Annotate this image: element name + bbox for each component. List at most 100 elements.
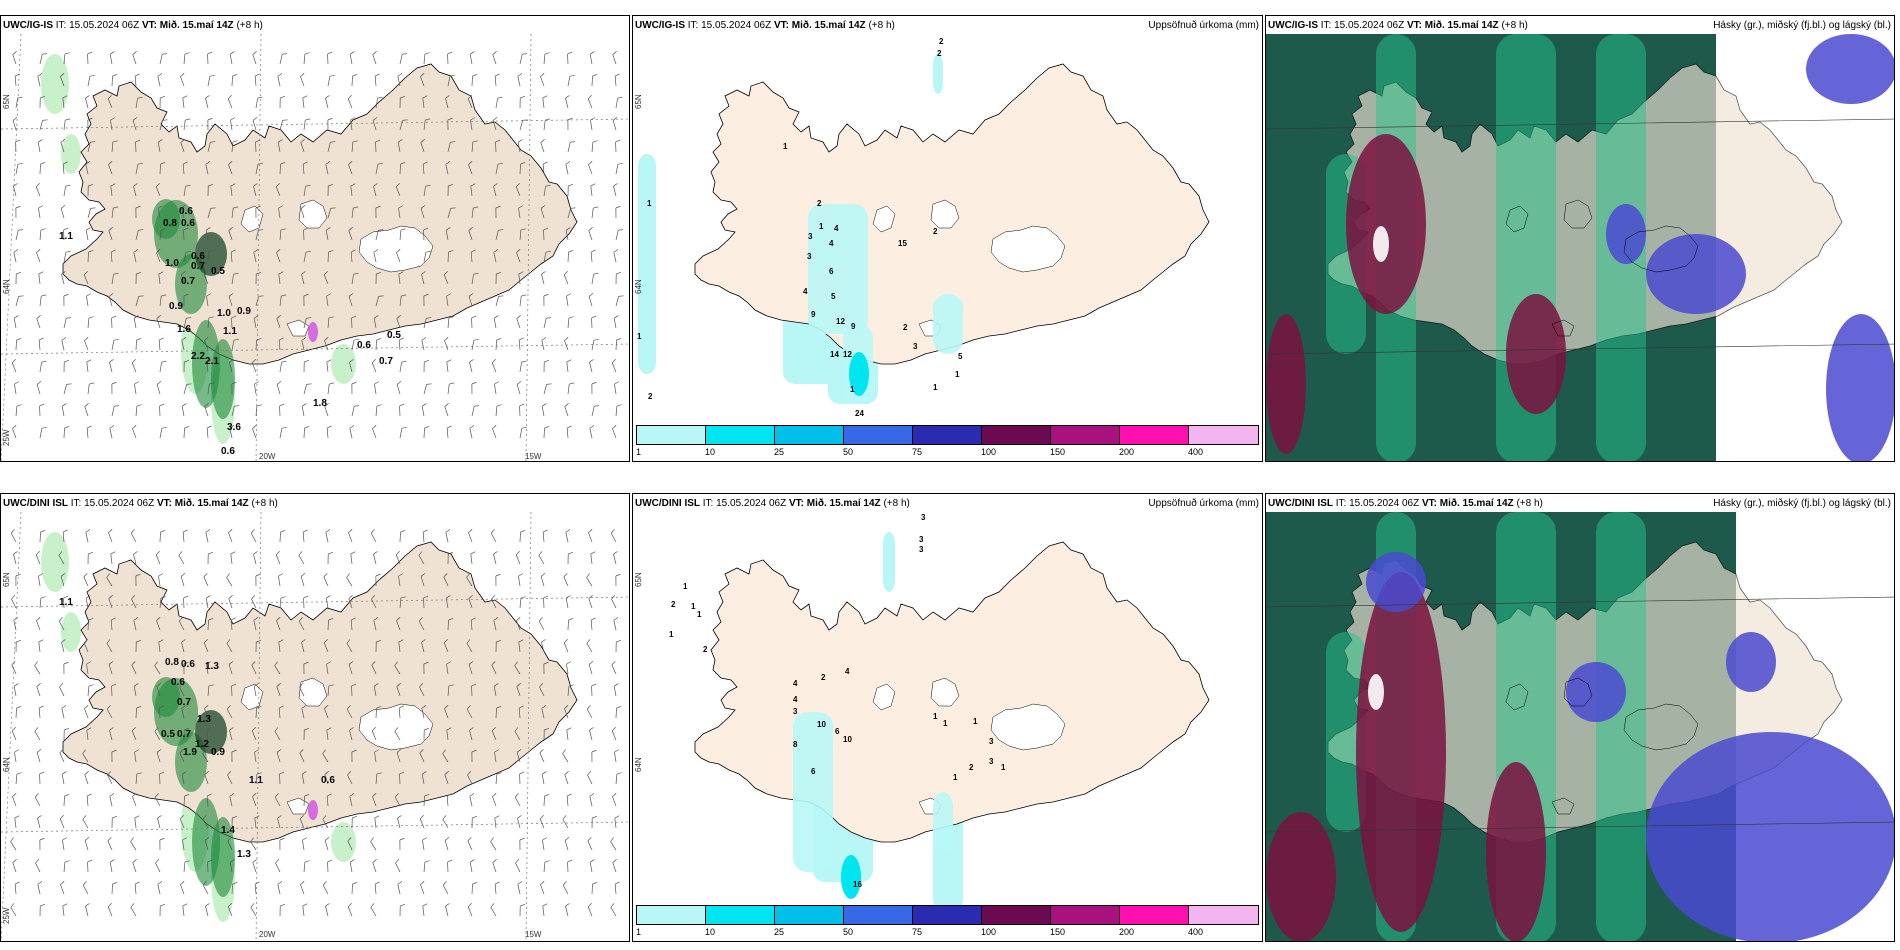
wind-barb-flag (202, 815, 207, 820)
wind-barb-flag (567, 425, 572, 429)
wind-barb-flag (468, 529, 473, 533)
precip-value-label: 1 (850, 385, 855, 394)
wind-barb (418, 555, 425, 565)
wind-barb (87, 384, 90, 395)
wind-barb-flag (133, 683, 139, 687)
wind-barb (398, 340, 401, 351)
wind-barb-flag (543, 595, 549, 599)
wind-barb (159, 531, 161, 543)
wind-barb (394, 797, 401, 807)
wind-barb-flag (447, 117, 453, 121)
wind-barb (204, 840, 209, 851)
panel-title: UWC/IG-IS IT: 15.05.2024 06Z VT: Mið. 15… (3, 20, 263, 31)
wind-barb (207, 619, 209, 631)
wind-barb-flag (162, 53, 168, 55)
wind-barb (587, 98, 593, 109)
heavy-precip-core (211, 817, 235, 897)
wind-value-label: 1.4 (221, 825, 235, 836)
wind-barb (299, 752, 305, 763)
precip-value-label: 2 (903, 323, 908, 332)
wind-barb (347, 906, 353, 917)
wind-barb-flag (443, 573, 448, 578)
wind-barb-flag (396, 617, 401, 621)
wind-barb-flag (84, 705, 89, 709)
wind-barb (446, 362, 449, 373)
wind-barb-flag (14, 381, 19, 385)
wind-barb-flag (419, 683, 424, 688)
wind-barb (444, 840, 449, 851)
wind-barb-flag (88, 551, 94, 555)
wind-barb (276, 620, 281, 631)
cloud-map (1266, 34, 1894, 461)
wind-barb-flag (86, 727, 92, 731)
heavy-precip-core (211, 339, 235, 419)
wind-barb (135, 98, 138, 109)
wind-barb (514, 665, 521, 675)
wind-barb-flag (563, 573, 568, 578)
wind-barb-flag (65, 184, 71, 187)
wind-barb (543, 186, 546, 197)
wind-barb-flag (306, 383, 312, 385)
precip-value-label: 6 (811, 767, 816, 776)
wind-barb-flag (107, 95, 112, 100)
graticule-line (1, 596, 629, 608)
wind-barb-flag (301, 337, 307, 341)
colorbar-swatch (706, 906, 775, 924)
wind-barb (135, 707, 137, 719)
wind-barb (252, 428, 257, 439)
wind-barb (303, 384, 307, 395)
wind-barb-flag (60, 139, 65, 143)
wind-value-label: 1.1 (223, 326, 237, 337)
colorbar-tick-label: 10 (705, 447, 716, 457)
wind-barb-flag (229, 859, 235, 863)
wind-barb (591, 142, 594, 153)
wind-barb (469, 730, 473, 741)
wind-barb (326, 730, 329, 741)
wind-barb-flag (254, 381, 259, 385)
wind-barb (275, 862, 281, 873)
wind-barb (351, 406, 355, 417)
wind-barb (613, 186, 617, 197)
precip-value-label: 6 (835, 727, 840, 736)
wind-barb (85, 164, 89, 175)
wind-barb-flag (250, 837, 254, 842)
wind-barb-flag (226, 573, 230, 578)
wind-barb (202, 885, 209, 895)
graticule-line (1266, 596, 1894, 608)
wind-barb-flag (446, 661, 451, 665)
wind-barb (348, 532, 353, 543)
wind-barb-flag (255, 205, 261, 209)
wind-barb-flag (229, 793, 235, 797)
wind-barb (564, 840, 569, 851)
wind-barb (517, 884, 521, 895)
wind-barb (85, 598, 89, 609)
wind-barb (326, 362, 329, 373)
axis-label: 20W (259, 930, 276, 939)
wind-barb-flag (521, 360, 527, 363)
wind-barb-flag (251, 727, 256, 732)
wind-barb (324, 406, 329, 417)
colorbar-tick-label: 150 (1050, 927, 1066, 937)
wind-barb-flag (444, 771, 449, 775)
precip-value-label: 2 (671, 600, 676, 609)
wind-barb-flag (136, 706, 142, 709)
wind-barb-flag (14, 749, 19, 753)
wind-barb (301, 340, 305, 351)
wind-barb-flag (324, 705, 329, 709)
wind-barb-flag (111, 749, 117, 753)
wind-barb-flag (41, 426, 47, 429)
precip-value-label: 3 (913, 342, 918, 351)
wind-barb-flag (107, 771, 112, 776)
wind-barb-flag (568, 684, 574, 687)
wind-barb-flag (66, 317, 72, 319)
light-precip-patch (331, 344, 356, 384)
wind-barb-flag (85, 595, 91, 599)
wind-barb (63, 120, 66, 131)
wind-barb-flag (490, 529, 495, 534)
wind-barb (540, 576, 545, 587)
wind-barb (350, 120, 353, 131)
wind-barb-flag (443, 271, 448, 276)
wind-barb-flag (90, 207, 96, 209)
colorbar-tick-label: 200 (1119, 447, 1135, 457)
precip-value-label: 1 (783, 142, 788, 151)
